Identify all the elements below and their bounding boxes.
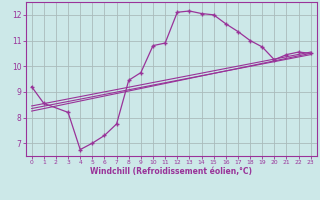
X-axis label: Windchill (Refroidissement éolien,°C): Windchill (Refroidissement éolien,°C): [90, 167, 252, 176]
